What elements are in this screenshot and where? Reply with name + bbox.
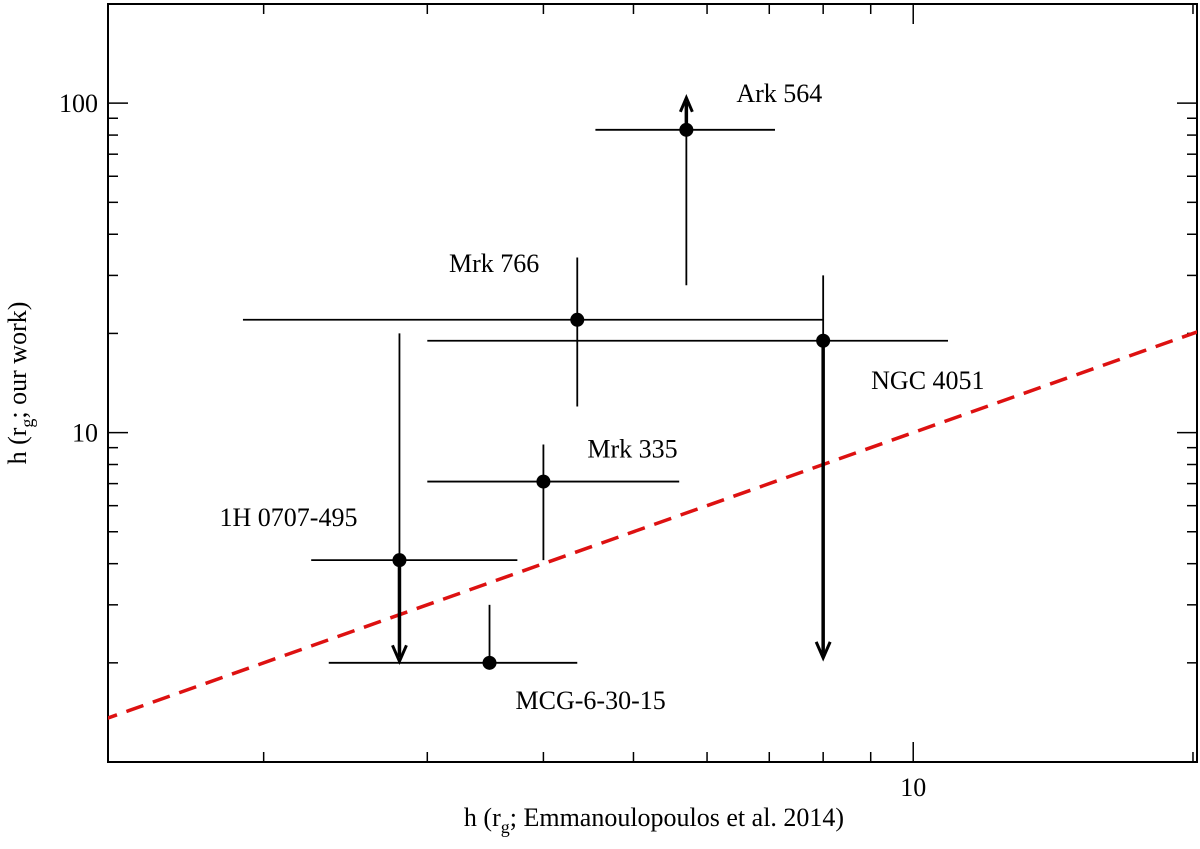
point-label: Mrk 766 bbox=[449, 249, 539, 278]
limit-arrow-head bbox=[814, 641, 832, 662]
points-layer bbox=[392, 122, 831, 670]
data-point bbox=[816, 333, 831, 348]
point-label: Mrk 335 bbox=[587, 435, 677, 464]
data-point bbox=[482, 655, 497, 670]
y-axis-label: h (rg; our work) bbox=[3, 302, 37, 465]
point-label: MCG-6-30-15 bbox=[516, 686, 666, 715]
y-tick-label: 10 bbox=[72, 419, 98, 448]
limit-arrow-head bbox=[391, 644, 408, 666]
point-label: NGC 4051 bbox=[871, 366, 984, 395]
data-point bbox=[679, 122, 694, 137]
ticks-layer: 10 10 100 bbox=[59, 3, 1197, 802]
data-point bbox=[392, 553, 407, 568]
x-axis-label: h (rg; Emmanoulopoulos et al. 2014) bbox=[464, 803, 844, 837]
x-tick-label: 10 bbox=[900, 773, 926, 802]
data-point bbox=[570, 312, 585, 327]
point-labels-layer: Ark 564 Mrk 766 NGC 4051 Mrk 335 1H 0707-495… bbox=[220, 79, 985, 715]
error-bars-layer bbox=[242, 94, 949, 666]
y-tick-label: 100 bbox=[59, 89, 98, 118]
point-label: 1H 0707-495 bbox=[220, 503, 358, 532]
data-point bbox=[536, 474, 551, 489]
plot-frame bbox=[107, 3, 1198, 763]
point-label: Ark 564 bbox=[736, 79, 822, 108]
limit-arrow-head bbox=[678, 94, 694, 113]
